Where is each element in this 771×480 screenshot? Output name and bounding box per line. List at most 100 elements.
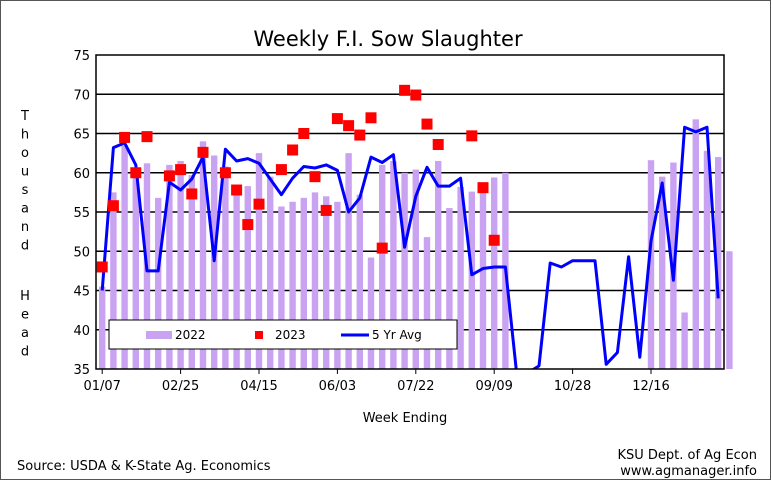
- y-tick-label: 60: [73, 167, 90, 182]
- bars-2022: [99, 119, 733, 370]
- x-tick-label: 10/28: [554, 379, 591, 394]
- bar-2022: [166, 164, 173, 369]
- y-tick-labels: 35 40 45 50 55 60 65 70 75: [73, 49, 90, 378]
- y-axis-label-char: d: [21, 345, 29, 360]
- y-axis-label-char: H: [20, 289, 30, 304]
- bar-2022: [211, 155, 218, 369]
- bar-2022: [715, 157, 722, 369]
- point-2023: [186, 188, 198, 200]
- bar-2022: [681, 312, 688, 369]
- point-2023: [119, 131, 131, 143]
- y-axis-label-char: a: [21, 326, 29, 341]
- bar-2022: [110, 192, 117, 369]
- x-tick-label: 02/25: [162, 379, 199, 394]
- point-2023: [141, 131, 153, 143]
- bar-2022: [267, 176, 274, 369]
- bar-2022: [334, 201, 341, 369]
- bar-2022: [367, 257, 375, 369]
- bar-2022: [155, 197, 162, 369]
- bar-2022: [345, 153, 352, 369]
- y-axis-label-char: e: [21, 308, 29, 323]
- bar-2022: [323, 196, 330, 369]
- points-2023: [96, 84, 500, 273]
- point-2023: [309, 171, 321, 183]
- x-tick-label: 01/07: [83, 379, 120, 394]
- bar-2022: [356, 194, 363, 369]
- x-tick-label: 06/03: [319, 379, 356, 394]
- y-axis-label-char: h: [21, 128, 29, 143]
- bar-2022: [703, 150, 711, 369]
- point-2023: [287, 144, 299, 156]
- bar-2022: [132, 168, 139, 369]
- y-tick-label: 75: [73, 49, 90, 64]
- y-tick-label: 55: [73, 206, 90, 221]
- point-2023: [130, 167, 142, 179]
- bar-2022: [121, 145, 128, 369]
- point-2023: [275, 164, 287, 176]
- bar-2022: [188, 175, 195, 369]
- y-tick-label: 45: [73, 285, 90, 300]
- legend-label-2022: 2022: [175, 328, 206, 342]
- bar-2022: [435, 160, 442, 369]
- bar-2022: [289, 201, 296, 369]
- bar-2022: [99, 286, 106, 369]
- point-2023: [197, 146, 209, 158]
- y-axis-label-char: s: [22, 183, 29, 198]
- source-note: Source: USDA & K-State Ag. Economics: [17, 459, 271, 474]
- point-2023: [376, 242, 388, 254]
- point-2023: [477, 182, 489, 194]
- x-tick-label: 04/15: [240, 379, 277, 394]
- point-2023: [466, 130, 478, 142]
- bar-2022: [692, 119, 699, 370]
- y-tick-label: 35: [73, 363, 90, 378]
- y-axis-label-char: a: [21, 202, 29, 217]
- point-2023: [320, 204, 332, 216]
- bar-2022: [412, 169, 419, 369]
- point-2023: [365, 112, 377, 124]
- bar-2022: [255, 153, 263, 369]
- point-2023: [219, 167, 231, 179]
- x-axis-label: Week Ending: [363, 411, 448, 426]
- bar-2022: [726, 251, 733, 369]
- point-2023: [231, 184, 243, 196]
- point-2023: [107, 200, 119, 212]
- bar-2022: [199, 141, 207, 369]
- y-axis-label-char: u: [21, 165, 29, 180]
- plot-border: [95, 54, 725, 370]
- legend-label-2023: 2023: [275, 328, 306, 342]
- point-2023: [354, 129, 366, 141]
- bar-2022: [446, 208, 453, 369]
- y-axis-label-char: d: [21, 239, 29, 254]
- y-axis-label-char: T: [20, 109, 29, 124]
- point-2023: [298, 128, 310, 139]
- bar-2022: [390, 160, 397, 369]
- point-2023: [96, 261, 108, 273]
- x-tick-labels: 01/07 02/25 04/15 06/03 07/22 09/09 10/28 12/16: [83, 369, 670, 394]
- y-tick-label: 65: [73, 128, 90, 143]
- point-2023: [432, 138, 444, 150]
- point-2023: [343, 120, 355, 132]
- bar-2022: [401, 172, 408, 369]
- point-2023: [488, 234, 500, 246]
- bar-2022: [311, 192, 319, 369]
- x-tick-label: 07/22: [397, 379, 434, 394]
- point-2023: [410, 89, 422, 101]
- y-tick-label: 70: [73, 88, 90, 103]
- chart-title: Weekly F.I. Sow Slaughter: [253, 27, 523, 51]
- point-2023: [399, 84, 411, 96]
- bar-2022: [659, 176, 666, 369]
- bar-2022: [177, 160, 184, 369]
- bar-2022: [379, 164, 386, 369]
- bar-2022: [233, 187, 240, 369]
- point-2023: [175, 164, 187, 176]
- line-5yr-avg-path: [100, 125, 720, 369]
- point-2023: [421, 118, 433, 130]
- bar-2022: [222, 166, 229, 369]
- bar-2022: [300, 197, 307, 369]
- y-tick-label: 50: [73, 245, 90, 260]
- bar-2022: [278, 206, 285, 369]
- bar-2022: [468, 191, 475, 369]
